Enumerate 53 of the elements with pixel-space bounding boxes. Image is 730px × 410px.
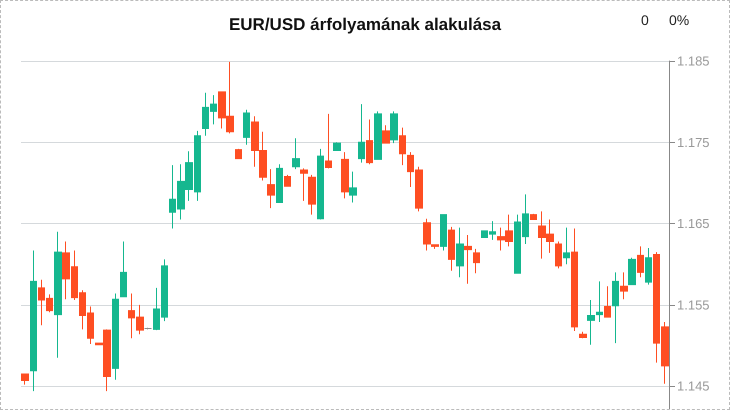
candlestick (431, 244, 439, 250)
text: 0 (641, 12, 649, 28)
candlestick (587, 300, 595, 346)
y-tick-label: 1.145 (677, 378, 710, 394)
candlestick (267, 168, 275, 209)
candlestick (235, 148, 242, 160)
candlestick (333, 142, 341, 151)
candlestick (464, 234, 472, 284)
candlestick (440, 214, 447, 251)
candlestick (366, 119, 373, 165)
candlestick (530, 213, 537, 220)
candlestick (21, 374, 29, 386)
candlestick (579, 331, 587, 339)
candlestick (308, 174, 316, 216)
candlestick (120, 241, 127, 298)
candlestick (325, 113, 332, 169)
candlestick (637, 246, 644, 278)
candlestick (112, 293, 119, 380)
text: 0% (669, 12, 690, 28)
candlestick (604, 286, 611, 318)
y-tick-label: 1.175 (677, 134, 710, 150)
candlestick (596, 280, 603, 322)
candlestick (341, 152, 349, 199)
y-tick-label: 1.165 (677, 216, 710, 232)
candlestick (358, 104, 365, 164)
candlestick (571, 228, 578, 332)
candlestick (317, 148, 324, 220)
candlestick (284, 174, 291, 187)
candlestick (144, 327, 152, 330)
candlestick (612, 272, 619, 344)
y-tick-label: 1.185 (677, 54, 710, 68)
candlestick (243, 109, 250, 146)
candlestick (563, 227, 570, 265)
candlestick (645, 248, 652, 286)
candlestick (349, 171, 357, 203)
candlestick (54, 231, 62, 358)
candlestick (555, 241, 562, 269)
candlestick (30, 250, 37, 392)
candlestick (399, 127, 406, 166)
candlestick (382, 124, 390, 144)
candlestick (300, 168, 308, 202)
candlestick (390, 110, 398, 144)
candlestick (292, 138, 300, 170)
candlestick (628, 257, 636, 286)
candlestick (448, 226, 455, 272)
candlestick (276, 164, 283, 203)
chart-title: EUR/USD árfolyamának alakulása (228, 15, 502, 34)
candlestick (620, 272, 628, 300)
candlestick (473, 248, 480, 274)
candlestick (456, 227, 464, 278)
y-tick-label: 1.155 (677, 297, 710, 312)
candlestick (374, 110, 382, 160)
candlestick (423, 218, 431, 251)
